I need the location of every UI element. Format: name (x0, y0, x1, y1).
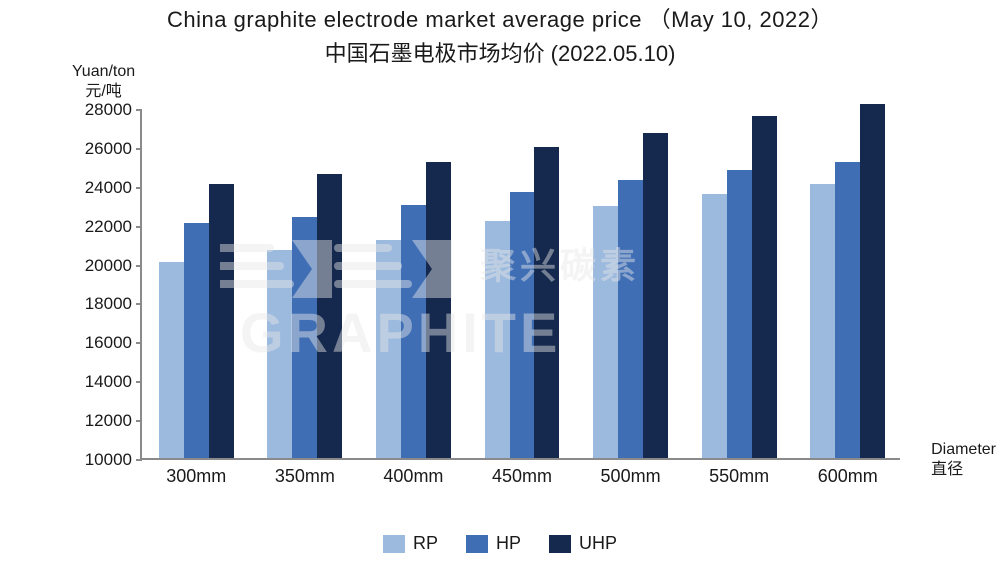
y-tick-label: 20000 (85, 256, 132, 276)
bar-rp (376, 240, 401, 458)
y-tick-label: 22000 (85, 217, 132, 237)
chart-title-zh: 中国石墨电极市场均价 (2022.05.10) (0, 36, 1000, 68)
x-tick-label: 600mm (818, 466, 878, 487)
x-axis-label-zh: 直径 (931, 460, 996, 480)
bar-uhp (317, 174, 342, 458)
y-tick (136, 381, 142, 383)
legend-label: RP (413, 533, 438, 554)
y-tick-label: 16000 (85, 333, 132, 353)
y-tick (136, 109, 142, 111)
x-axis-label: Diameter 直径 (931, 440, 996, 480)
y-tick (136, 187, 142, 189)
chart-container: China graphite electrode market average … (0, 0, 1000, 562)
legend-swatch (466, 535, 488, 553)
y-tick (136, 148, 142, 150)
legend-item-hp: HP (466, 533, 521, 554)
bar-uhp (752, 116, 777, 458)
x-tick-label: 500mm (601, 466, 661, 487)
y-tick (136, 226, 142, 228)
bar-rp (702, 194, 727, 458)
chart-title-block: China graphite electrode market average … (0, 2, 1000, 68)
x-axis-label-en: Diameter (931, 440, 996, 460)
bar-uhp (534, 147, 559, 458)
y-tick (136, 420, 142, 422)
bar-rp (593, 206, 618, 458)
bar-rp (159, 262, 184, 458)
y-tick-label: 26000 (85, 139, 132, 159)
y-axis-label-zh: 元/吨 (72, 82, 135, 102)
y-tick-label: 12000 (85, 411, 132, 431)
x-tick-label: 350mm (275, 466, 335, 487)
legend-item-uhp: UHP (549, 533, 617, 554)
legend-label: HP (496, 533, 521, 554)
x-tick-label: 300mm (166, 466, 226, 487)
legend-label: UHP (579, 533, 617, 554)
x-tick-label: 450mm (492, 466, 552, 487)
plot-area: 1000012000140001600018000200002200024000… (140, 110, 900, 460)
bar-rp (267, 250, 292, 458)
y-tick-label: 24000 (85, 178, 132, 198)
bar-uhp (426, 162, 451, 458)
y-tick-label: 18000 (85, 294, 132, 314)
legend-swatch (383, 535, 405, 553)
y-axis-label: Yuan/ton 元/吨 (72, 62, 135, 102)
bar-hp (401, 205, 426, 458)
bar-hp (184, 223, 209, 458)
bar-hp (292, 217, 317, 458)
bar-hp (835, 162, 860, 458)
chart-title-en: China graphite electrode market average … (0, 2, 1000, 34)
bar-hp (727, 170, 752, 458)
bar-hp (618, 180, 643, 458)
bar-rp (810, 184, 835, 458)
y-axis-label-en: Yuan/ton (72, 62, 135, 82)
y-tick-label: 14000 (85, 372, 132, 392)
bar-uhp (643, 133, 668, 458)
bar-rp (485, 221, 510, 458)
x-tick-label: 550mm (709, 466, 769, 487)
y-tick (136, 342, 142, 344)
y-tick (136, 459, 142, 461)
bar-hp (510, 192, 535, 458)
y-tick (136, 303, 142, 305)
y-tick (136, 265, 142, 267)
x-tick-label: 400mm (383, 466, 443, 487)
legend-swatch (549, 535, 571, 553)
legend: RP HP UHP (0, 533, 1000, 554)
y-tick-label: 28000 (85, 100, 132, 120)
legend-item-rp: RP (383, 533, 438, 554)
bars-layer (142, 110, 900, 458)
y-tick-label: 10000 (85, 450, 132, 470)
bar-uhp (209, 184, 234, 458)
bar-uhp (860, 104, 885, 458)
